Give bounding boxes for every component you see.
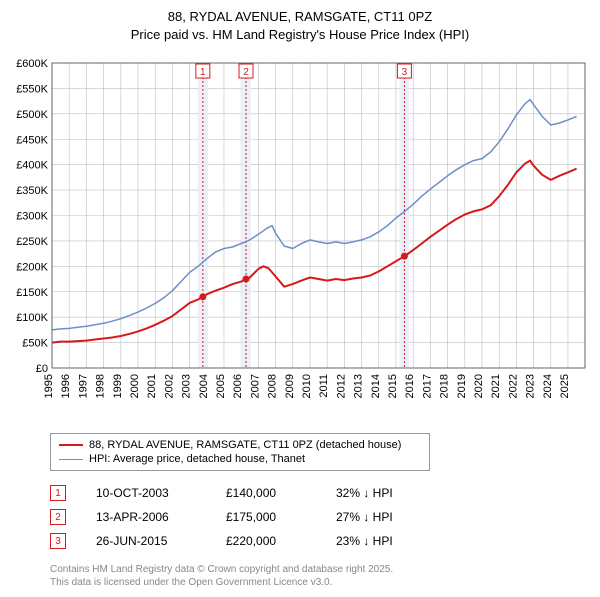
svg-text:£350K: £350K bbox=[16, 185, 48, 197]
svg-text:£300K: £300K bbox=[16, 211, 48, 223]
attribution-line1: Contains HM Land Registry data © Crown c… bbox=[50, 563, 590, 576]
legend-swatch bbox=[59, 444, 83, 446]
svg-text:£600K: £600K bbox=[16, 58, 48, 70]
svg-text:£250K: £250K bbox=[16, 236, 48, 248]
svg-text:2002: 2002 bbox=[163, 374, 175, 398]
marker-price: £220,000 bbox=[226, 534, 306, 548]
legend-label: HPI: Average price, detached house, Than… bbox=[89, 453, 305, 465]
svg-text:2020: 2020 bbox=[473, 374, 485, 398]
marker-diff: 32% ↓ HPI bbox=[336, 486, 426, 500]
svg-text:2018: 2018 bbox=[439, 374, 451, 398]
svg-text:2015: 2015 bbox=[387, 374, 399, 398]
svg-text:£400K: £400K bbox=[16, 160, 48, 172]
marker-price: £140,000 bbox=[226, 486, 306, 500]
marker-row: 3 26-JUN-2015 £220,000 23% ↓ HPI bbox=[50, 529, 590, 553]
marker-diff: 27% ↓ HPI bbox=[336, 510, 426, 524]
svg-text:3: 3 bbox=[402, 67, 408, 78]
legend: 88, RYDAL AVENUE, RAMSGATE, CT11 0PZ (de… bbox=[50, 433, 430, 471]
marker-date: 26-JUN-2015 bbox=[96, 534, 196, 548]
svg-text:2013: 2013 bbox=[353, 374, 365, 398]
marker-table: 1 10-OCT-2003 £140,000 32% ↓ HPI 2 13-APR-200… bbox=[50, 481, 590, 553]
marker-date: 10-OCT-2003 bbox=[96, 486, 196, 500]
svg-text:£150K: £150K bbox=[16, 287, 48, 299]
svg-text:2012: 2012 bbox=[335, 374, 347, 398]
marker-box: 3 bbox=[50, 533, 66, 549]
svg-text:2023: 2023 bbox=[525, 374, 537, 398]
title-line1: 88, RYDAL AVENUE, RAMSGATE, CT11 0PZ bbox=[10, 8, 590, 26]
marker-diff: 23% ↓ HPI bbox=[336, 534, 426, 548]
chart-area: £0 £50K £100K £150K £200K £250K £300K £350K £400… bbox=[10, 53, 590, 423]
title-line2: Price paid vs. HM Land Registry's House … bbox=[10, 26, 590, 44]
svg-text:2001: 2001 bbox=[146, 374, 158, 398]
svg-text:1997: 1997 bbox=[77, 374, 89, 398]
legend-label: 88, RYDAL AVENUE, RAMSGATE, CT11 0PZ (de… bbox=[89, 439, 401, 451]
svg-text:2021: 2021 bbox=[490, 374, 502, 398]
svg-text:£50K: £50K bbox=[22, 338, 48, 350]
attribution-line2: This data is licensed under the Open Gov… bbox=[50, 576, 590, 589]
svg-text:2024: 2024 bbox=[542, 374, 554, 398]
chart-container: 88, RYDAL AVENUE, RAMSGATE, CT11 0PZ Pri… bbox=[0, 0, 600, 597]
svg-text:1995: 1995 bbox=[43, 374, 55, 398]
svg-text:1998: 1998 bbox=[95, 374, 107, 398]
svg-text:£200K: £200K bbox=[16, 261, 48, 273]
legend-row: 88, RYDAL AVENUE, RAMSGATE, CT11 0PZ (de… bbox=[59, 438, 421, 452]
svg-text:2: 2 bbox=[243, 67, 249, 78]
svg-text:2006: 2006 bbox=[232, 374, 244, 398]
svg-text:2003: 2003 bbox=[181, 374, 193, 398]
chart-svg: £0 £50K £100K £150K £200K £250K £300K £350K £400… bbox=[10, 53, 590, 423]
svg-text:2009: 2009 bbox=[284, 374, 296, 398]
marker-price: £175,000 bbox=[226, 510, 306, 524]
svg-text:2005: 2005 bbox=[215, 374, 227, 398]
svg-text:2008: 2008 bbox=[267, 374, 279, 398]
svg-text:1999: 1999 bbox=[112, 374, 124, 398]
svg-text:2016: 2016 bbox=[404, 374, 416, 398]
marker-box: 2 bbox=[50, 509, 66, 525]
marker-row: 1 10-OCT-2003 £140,000 32% ↓ HPI bbox=[50, 481, 590, 505]
marker-row: 2 13-APR-2006 £175,000 27% ↓ HPI bbox=[50, 505, 590, 529]
legend-row: HPI: Average price, detached house, Than… bbox=[59, 452, 421, 466]
svg-text:£550K: £550K bbox=[16, 84, 48, 96]
svg-text:2011: 2011 bbox=[318, 374, 330, 398]
attribution: Contains HM Land Registry data © Crown c… bbox=[50, 563, 590, 589]
svg-text:2017: 2017 bbox=[421, 374, 433, 398]
svg-text:1996: 1996 bbox=[60, 374, 72, 398]
svg-text:2004: 2004 bbox=[198, 374, 210, 398]
svg-text:£0: £0 bbox=[36, 363, 48, 375]
legend-swatch bbox=[59, 459, 83, 460]
svg-text:£100K: £100K bbox=[16, 312, 48, 324]
svg-text:2022: 2022 bbox=[507, 374, 519, 398]
svg-text:£500K: £500K bbox=[16, 109, 48, 121]
svg-text:£450K: £450K bbox=[16, 134, 48, 146]
marker-date: 13-APR-2006 bbox=[96, 510, 196, 524]
svg-text:2007: 2007 bbox=[249, 374, 261, 398]
marker-box: 1 bbox=[50, 485, 66, 501]
svg-text:1: 1 bbox=[200, 67, 206, 78]
title-block: 88, RYDAL AVENUE, RAMSGATE, CT11 0PZ Pri… bbox=[10, 8, 590, 43]
svg-text:2000: 2000 bbox=[129, 374, 141, 398]
svg-text:2010: 2010 bbox=[301, 374, 313, 398]
svg-text:2019: 2019 bbox=[456, 374, 468, 398]
svg-text:2014: 2014 bbox=[370, 374, 382, 398]
svg-text:2025: 2025 bbox=[559, 374, 571, 398]
